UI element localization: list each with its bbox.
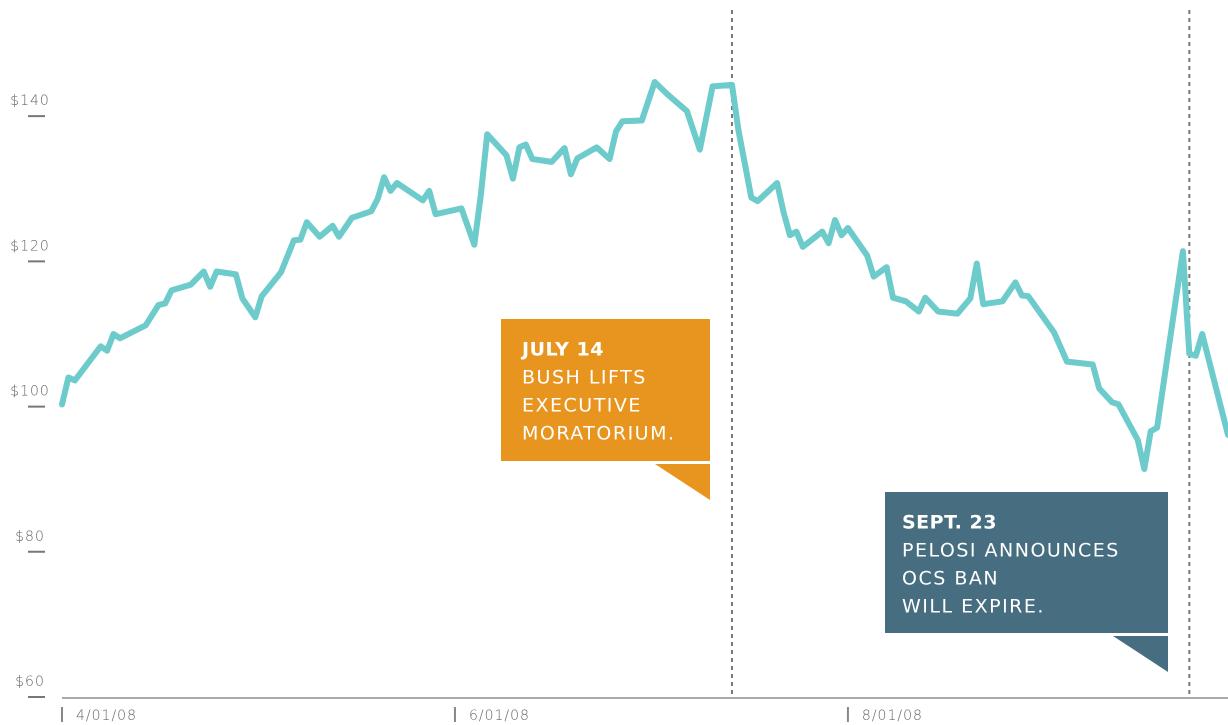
annotation-text: BUSH LIFTS — [522, 367, 647, 389]
annotation-text: WILL EXPIRE. — [902, 596, 1045, 618]
y-tick-label: $120 — [10, 238, 50, 254]
annotation-tail — [655, 464, 710, 500]
annotation-box — [885, 492, 1168, 633]
price-line — [59, 79, 1228, 472]
annotation-text: OCS BAN — [902, 568, 999, 590]
annotation-date: JULY 14 — [520, 339, 604, 361]
x-tick-label: 4/01/08 — [76, 708, 137, 724]
annotation-box — [501, 319, 710, 461]
annotation-text: MORATORIUM. — [522, 423, 676, 445]
x-tick-label: 8/01/08 — [862, 708, 923, 724]
annotation: SEPT. 23 PELOSI ANNOUNCES OCS BAN WILL EXPI… — [885, 492, 1168, 672]
annotation-date: SEPT. 23 — [902, 512, 997, 534]
y-tick-label: $80 — [15, 529, 45, 545]
annotation-text: EXECUTIVE — [522, 395, 642, 417]
annotation: JULY 14 BUSH LIFTS EXECUTIVE MORATORIUM. — [501, 319, 710, 500]
annotation-text: PELOSI ANNOUNCES — [902, 540, 1120, 562]
y-tick-label: $140 — [10, 93, 50, 109]
x-tick-label: 6/01/08 — [469, 708, 530, 724]
y-tick-label: $60 — [15, 674, 45, 690]
y-tick-label: $100 — [10, 384, 50, 400]
annotation-tail — [1113, 636, 1168, 672]
